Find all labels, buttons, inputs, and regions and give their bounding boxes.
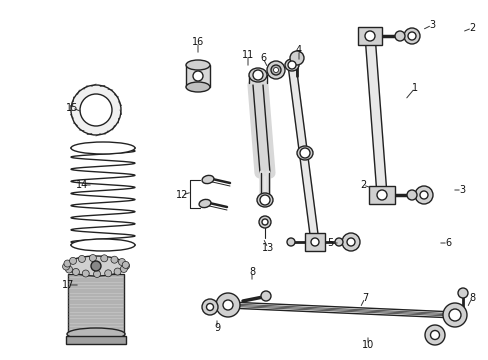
Ellipse shape (71, 239, 135, 251)
Circle shape (394, 31, 404, 41)
Circle shape (299, 148, 309, 158)
Polygon shape (287, 64, 318, 243)
Ellipse shape (71, 142, 135, 154)
Circle shape (118, 258, 125, 266)
Circle shape (334, 238, 342, 246)
Circle shape (122, 261, 129, 269)
Circle shape (216, 293, 240, 317)
Text: 8: 8 (468, 293, 474, 303)
Circle shape (457, 288, 467, 298)
Circle shape (93, 270, 101, 278)
Ellipse shape (185, 60, 209, 70)
Text: 3: 3 (458, 185, 464, 195)
Text: 7: 7 (361, 293, 367, 303)
Ellipse shape (285, 59, 298, 71)
Circle shape (287, 61, 295, 69)
Ellipse shape (67, 328, 125, 340)
Text: 2: 2 (468, 23, 474, 33)
Circle shape (407, 32, 415, 40)
Bar (357, 27, 381, 45)
Bar (68, 274, 124, 336)
Circle shape (406, 190, 416, 200)
Text: 13: 13 (262, 243, 274, 253)
Bar (185, 65, 209, 87)
Circle shape (64, 260, 71, 267)
Circle shape (193, 71, 203, 81)
Circle shape (82, 270, 89, 277)
Text: 17: 17 (61, 280, 74, 290)
Ellipse shape (80, 94, 112, 126)
Polygon shape (227, 302, 454, 318)
Text: 6: 6 (260, 53, 265, 63)
Text: 9: 9 (214, 323, 220, 333)
Circle shape (114, 268, 121, 275)
Circle shape (286, 238, 294, 246)
Text: 15: 15 (66, 103, 78, 113)
Bar (368, 186, 394, 204)
Circle shape (111, 256, 118, 263)
Ellipse shape (257, 193, 272, 207)
Text: 3: 3 (428, 20, 434, 30)
Ellipse shape (66, 256, 126, 276)
Text: 4: 4 (295, 45, 302, 55)
Circle shape (62, 263, 69, 270)
Text: 16: 16 (191, 37, 203, 47)
Circle shape (419, 191, 427, 199)
Text: 6: 6 (444, 238, 450, 248)
Circle shape (364, 31, 374, 41)
Circle shape (259, 216, 270, 228)
Circle shape (414, 186, 432, 204)
Polygon shape (364, 35, 386, 195)
Text: 2: 2 (359, 180, 366, 190)
Circle shape (72, 269, 79, 275)
Circle shape (122, 262, 129, 270)
Circle shape (403, 28, 419, 44)
Circle shape (65, 266, 72, 273)
Circle shape (448, 309, 460, 321)
Ellipse shape (185, 82, 209, 92)
Circle shape (261, 291, 270, 301)
Circle shape (78, 256, 85, 262)
Text: 12: 12 (176, 190, 188, 200)
Circle shape (252, 70, 263, 80)
Ellipse shape (202, 175, 213, 184)
Circle shape (289, 51, 304, 65)
Text: 10: 10 (361, 340, 373, 350)
Circle shape (206, 303, 213, 310)
Circle shape (101, 255, 107, 262)
Ellipse shape (248, 68, 266, 82)
Circle shape (223, 300, 232, 310)
Circle shape (310, 238, 318, 246)
Ellipse shape (199, 199, 210, 208)
Text: 8: 8 (248, 267, 255, 277)
Text: 14: 14 (76, 180, 88, 190)
Circle shape (424, 325, 444, 345)
Ellipse shape (71, 85, 121, 135)
Circle shape (273, 68, 278, 72)
Circle shape (104, 270, 111, 277)
Circle shape (266, 61, 285, 79)
Circle shape (69, 257, 76, 264)
Circle shape (429, 330, 439, 339)
Circle shape (442, 303, 466, 327)
Circle shape (346, 238, 354, 246)
Text: 5: 5 (326, 238, 332, 248)
Circle shape (260, 195, 269, 205)
Bar (305, 233, 325, 251)
Ellipse shape (296, 146, 312, 160)
Circle shape (376, 190, 386, 200)
Text: 11: 11 (242, 50, 254, 60)
Bar (66, 336, 126, 344)
Circle shape (91, 261, 101, 271)
Circle shape (89, 255, 96, 262)
Circle shape (341, 233, 359, 251)
Text: 1: 1 (411, 83, 417, 93)
Circle shape (262, 219, 267, 225)
Circle shape (270, 65, 281, 75)
Circle shape (120, 265, 127, 273)
Circle shape (202, 299, 218, 315)
